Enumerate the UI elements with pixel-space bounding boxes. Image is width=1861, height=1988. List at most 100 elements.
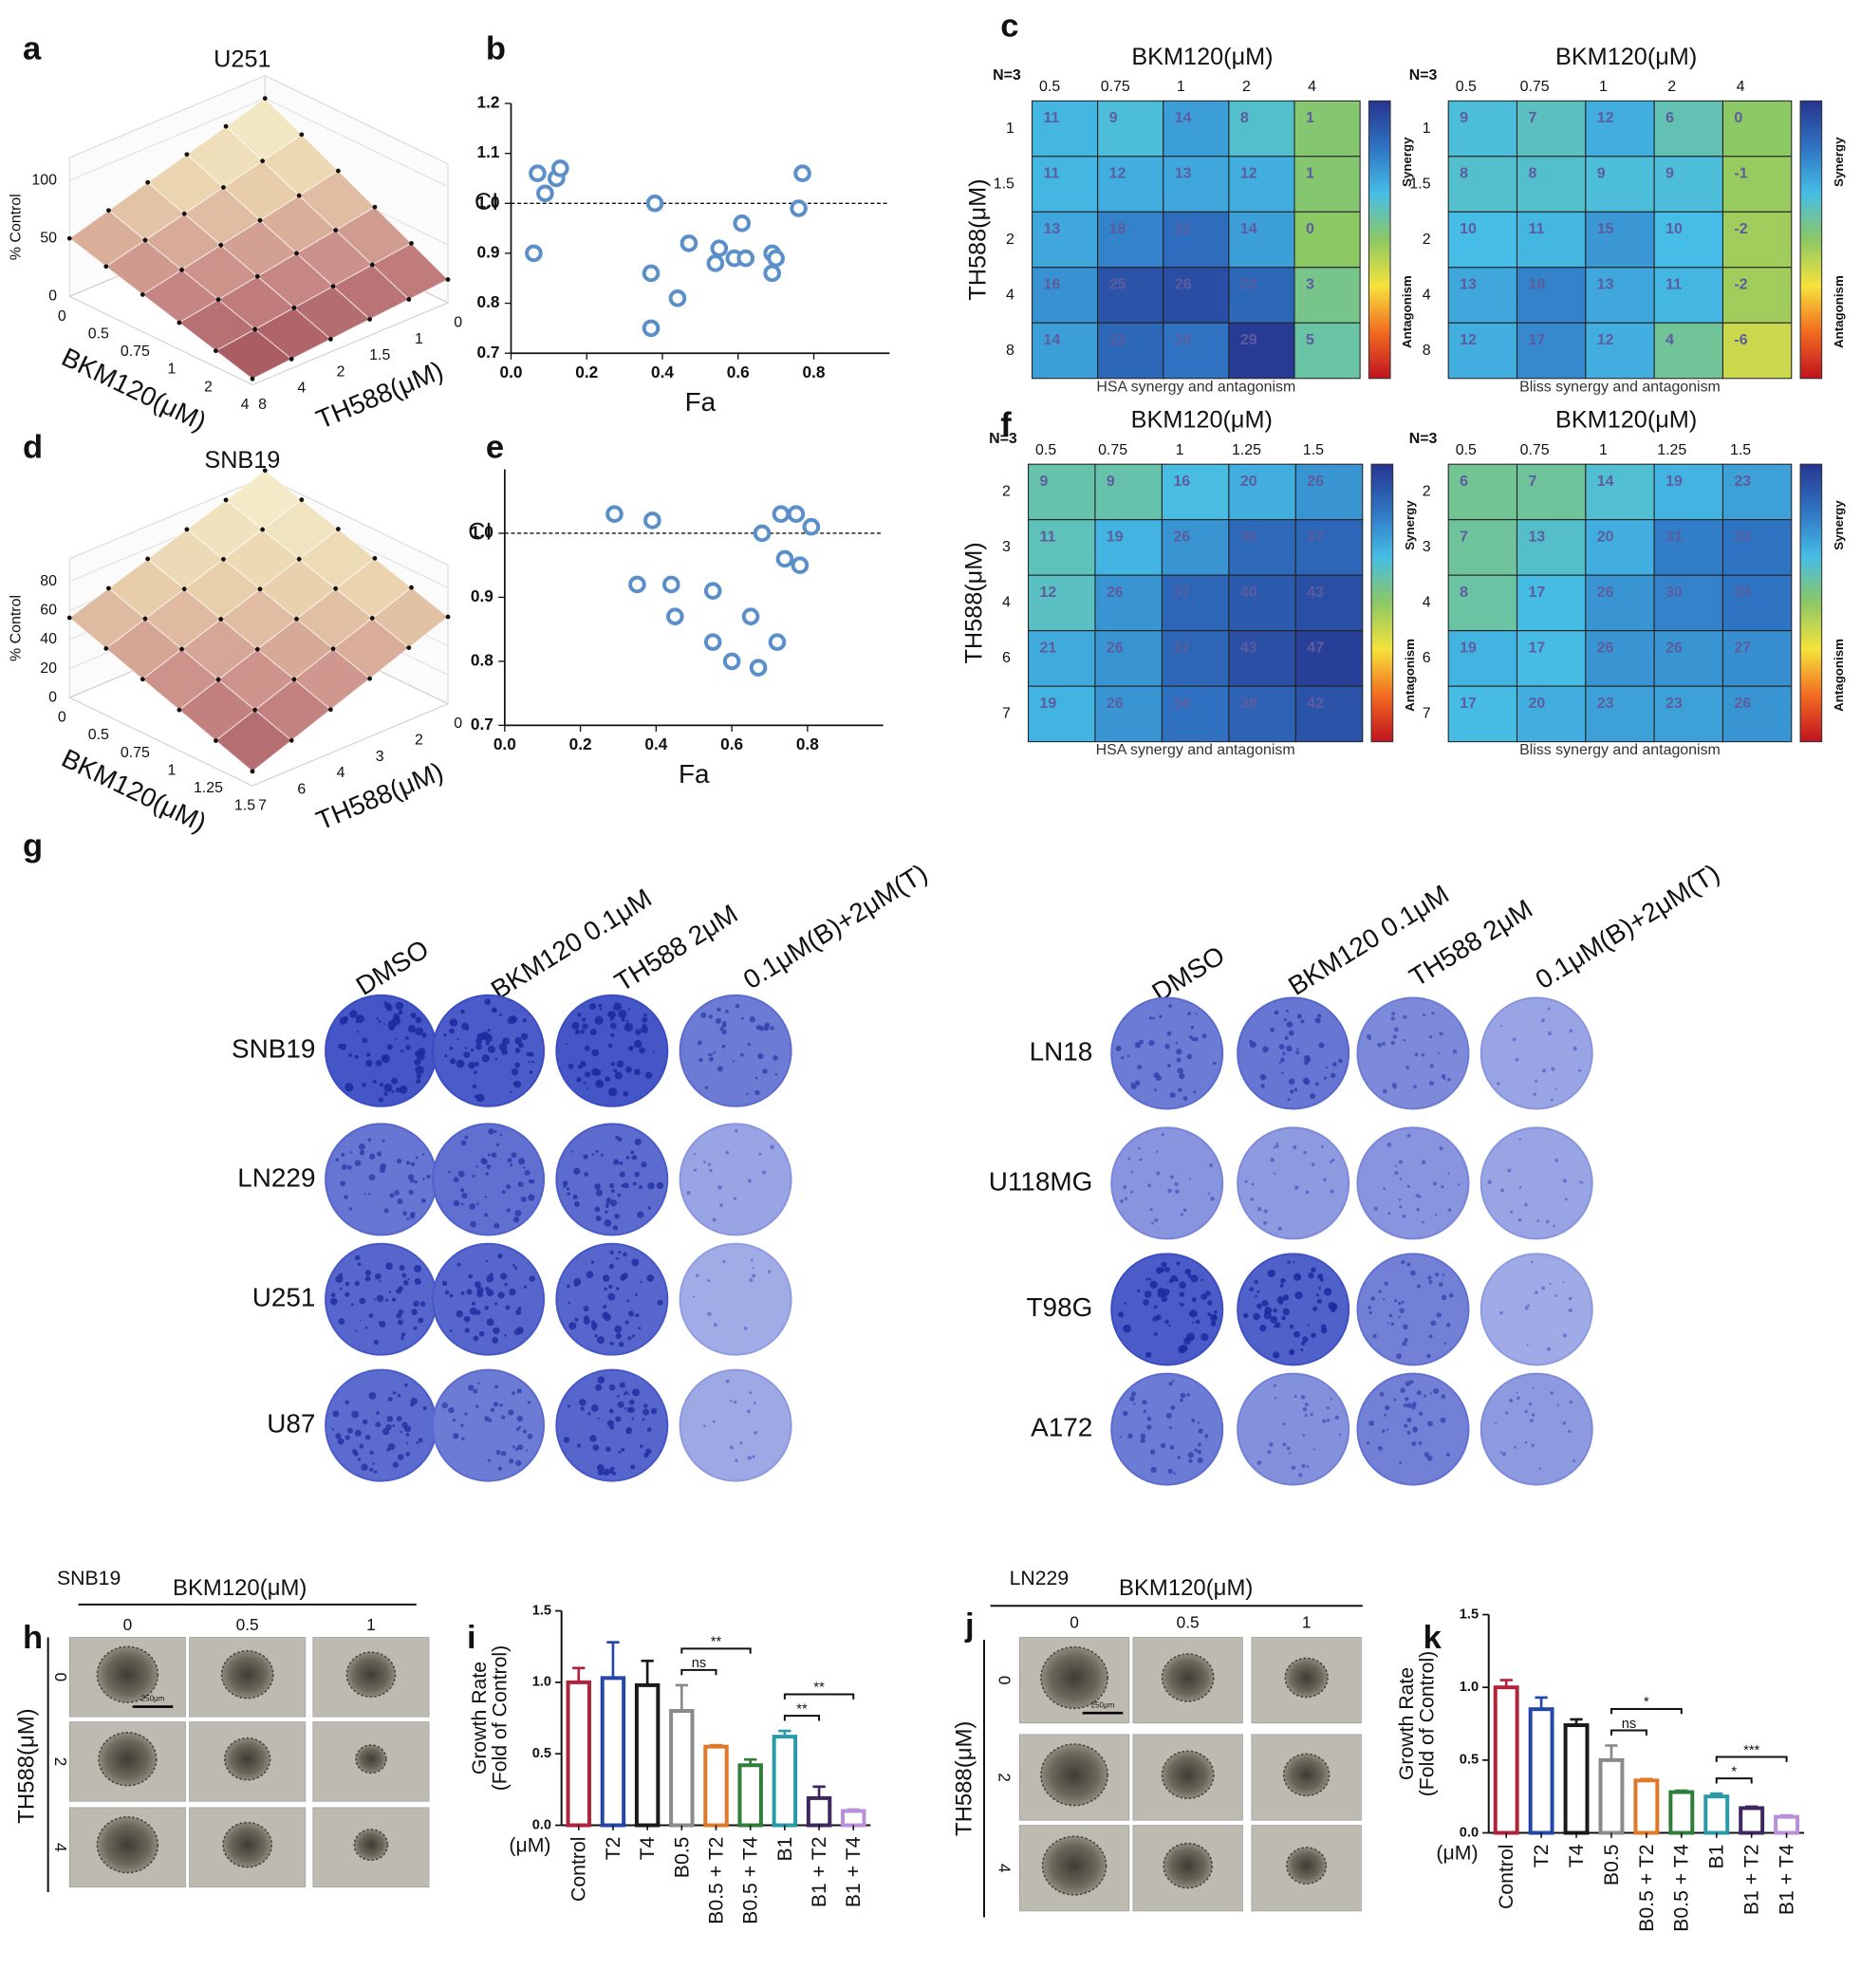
colony-spot: [522, 1018, 527, 1023]
cell-label: 12: [1597, 110, 1614, 126]
colony-spot: [1175, 1278, 1179, 1282]
colony-spot: [484, 1305, 490, 1310]
x-tick-label: 1.25: [1657, 442, 1686, 458]
heatmap-cell: [1293, 322, 1361, 380]
colony-spot: [716, 1066, 723, 1072]
surface-vertex: [333, 228, 339, 232]
y-tick-label: 2: [1002, 484, 1011, 500]
colony-spot: [639, 1280, 642, 1284]
colony-spot: [721, 1021, 727, 1026]
x-tick-label: B0.5 + T2: [704, 1836, 727, 1923]
colony-spot: [474, 1070, 477, 1074]
colony-spot: [591, 1049, 600, 1057]
colony-spot: [449, 1046, 454, 1050]
colony-spot: [1210, 1196, 1215, 1201]
heatmap-cell: [1721, 630, 1793, 687]
colony-spot: [1139, 1158, 1143, 1161]
colony-spot: [1209, 1163, 1214, 1168]
cell-label: 13: [1175, 166, 1192, 182]
colony-spot: [1302, 1077, 1310, 1085]
colony-spot: [1283, 1018, 1288, 1022]
colony-spot: [526, 1449, 529, 1452]
colony-spot: [443, 1033, 447, 1037]
data-point: [605, 505, 623, 524]
colony-spot: [1445, 1452, 1451, 1457]
colony-spot: [414, 1058, 421, 1066]
colony-spot: [1290, 1089, 1294, 1094]
surface-vertex: [409, 241, 414, 246]
cell-label: 5: [1306, 332, 1314, 348]
cell-label: 9: [1109, 110, 1118, 126]
colony-spot: [351, 1410, 360, 1419]
row-label: T98G: [1027, 1292, 1093, 1322]
spheroid: [222, 1821, 272, 1868]
z-tick-label: 50: [40, 230, 57, 246]
colony-spot: [1547, 1031, 1552, 1035]
colony-spot: [735, 1004, 740, 1009]
colony-spot: [361, 1463, 368, 1471]
colony-spot: [409, 1402, 415, 1407]
colony-spot: [1180, 1400, 1182, 1403]
cell-label: 13: [1043, 221, 1060, 237]
colony-spot: [1152, 1316, 1159, 1322]
surface-vertex: [367, 317, 373, 322]
colony-spot: [642, 1016, 648, 1023]
y-axis-label: TH588(μM): [964, 178, 991, 300]
colony-spot: [472, 1084, 477, 1089]
y-tick-label: 7: [1423, 706, 1431, 722]
colony-spot: [1180, 1392, 1186, 1399]
x-tick-label: T4: [1565, 1844, 1588, 1867]
colony-spot: [1276, 1296, 1285, 1304]
colony-spot: [1150, 1466, 1157, 1474]
colony-spot: [504, 1334, 507, 1337]
heatmap-cell: [1447, 685, 1518, 743]
y-tick-label: 4: [1423, 287, 1431, 303]
colony-spot: [1174, 1181, 1179, 1186]
colony-spot: [644, 1071, 653, 1079]
colony-spot: [1302, 1406, 1308, 1412]
colony-spot: [716, 1007, 721, 1013]
colony-spot: [514, 1048, 521, 1053]
surface-vertex: [257, 586, 263, 592]
colony-spot: [364, 1326, 368, 1329]
colony-spot: [617, 1401, 624, 1408]
colony-spot: [610, 1062, 616, 1067]
colony-spot: [656, 1181, 664, 1190]
colony-spot: [337, 1438, 344, 1445]
y-tick-label: 3: [1423, 539, 1431, 555]
cell-label: 9: [1039, 474, 1048, 490]
bar: [1703, 1794, 1730, 1835]
colony-spot: [618, 1251, 622, 1254]
x-tick-label: 0.75: [1101, 79, 1130, 95]
spheroid: [1040, 1743, 1108, 1807]
heatmap-cell: [1027, 574, 1096, 632]
colony-spot: [770, 1026, 774, 1031]
colony-spot: [618, 1010, 627, 1019]
heatmap-cell: [1585, 156, 1655, 213]
x-tick-label: 1.5: [1730, 442, 1751, 458]
colony-spot: [625, 1020, 629, 1023]
cell-label: 43: [1307, 585, 1324, 601]
colony-spot: [344, 1400, 349, 1405]
colony-spot: [506, 1208, 511, 1213]
colony-spot: [522, 1429, 527, 1434]
data-point: [787, 505, 806, 524]
colony-spot: [416, 1441, 419, 1444]
colony-spot: [631, 1388, 640, 1397]
colony-spot: [516, 1388, 522, 1394]
colony-spot: [444, 1054, 448, 1058]
heatmap-cell: [1294, 463, 1364, 521]
x-tick-label: 0: [58, 710, 66, 726]
colony-spot: [1550, 1098, 1554, 1102]
surface-vertex: [103, 264, 109, 269]
colony-spot: [1214, 1310, 1218, 1314]
colony-spot: [595, 1149, 599, 1153]
data-point: [802, 517, 821, 536]
significance-label: ns: [692, 1656, 706, 1671]
heatmap-cell: [1721, 267, 1793, 324]
colony-spot: [709, 1053, 713, 1057]
colony-spot: [1293, 1395, 1297, 1399]
bar: [806, 1795, 832, 1828]
colony-spot: [1154, 1088, 1158, 1091]
